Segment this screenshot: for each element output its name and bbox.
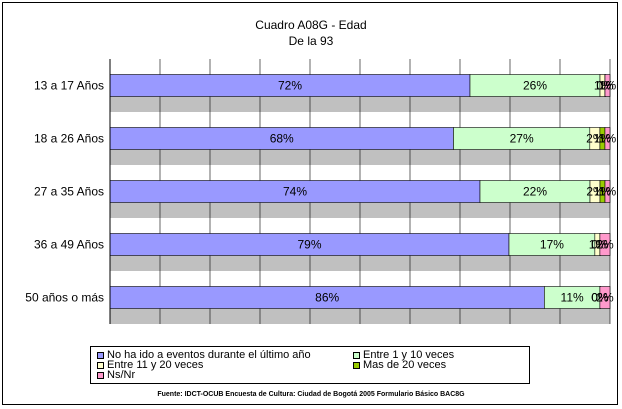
- legend-label: Entre 11 y 20 veces: [107, 359, 204, 371]
- bar-value-label: 1%: [589, 238, 607, 252]
- bar-value-label: 17%: [540, 238, 564, 252]
- legend-label: No ha ido a eventos durante el último añ…: [107, 349, 311, 361]
- source-note: Fuente: IDCT-OCUB Encuesta de Cultura: C…: [157, 391, 465, 398]
- category-label: 18 a 26 Años: [34, 132, 104, 146]
- bar-value-label: 0%: [591, 291, 609, 305]
- bar-value-label: 22%: [523, 185, 547, 199]
- bars: [109, 74, 611, 309]
- legend-label: Ns/Nr: [107, 369, 136, 381]
- bar-value-label: 0%: [591, 291, 609, 305]
- bar-segment: [599, 286, 611, 309]
- legend-item: Ns/Nr: [97, 369, 136, 381]
- legend-swatch: [97, 361, 104, 369]
- bar-value-label: 1%: [599, 185, 617, 199]
- bar-value-label: 74%: [283, 185, 307, 199]
- bar-value-label: 26%: [523, 79, 547, 93]
- bar-chart: 72% 26% 1%0%1%68% 27% 2%1%1%74% 22% 2%1%1%79% 1…: [25, 59, 617, 324]
- legend-item: Entre 11 y 20 veces: [97, 359, 204, 371]
- chart-subtitle: De la 93: [288, 34, 334, 48]
- bar-segment: [604, 127, 611, 150]
- bar-value-label: 1%: [599, 132, 617, 146]
- bar-segment: [604, 74, 611, 97]
- bar-value-label: 2%: [596, 291, 614, 305]
- bar-value-label: 86%: [315, 291, 339, 305]
- bar-value-label: 1%: [594, 132, 612, 146]
- legend-label: Entre 1 y 10 veces: [363, 349, 455, 361]
- legend-item: No ha ido a eventos durante el último añ…: [97, 349, 311, 361]
- legend-swatch: [97, 371, 104, 379]
- bar-value-label: 72%: [278, 79, 302, 93]
- bar-value-label: 11%: [561, 291, 584, 305]
- category-label: 13 a 17 Años: [34, 79, 104, 93]
- bar-value-label: 1%: [599, 79, 617, 93]
- legend-item: Mas de 20 veces: [353, 359, 447, 371]
- chart-title: Cuadro A08G - Edad: [255, 18, 367, 32]
- bar-segment: [599, 233, 611, 256]
- legend: No ha ido a eventos durante el último añ…: [90, 346, 530, 384]
- bar-value-label: 0%: [591, 238, 609, 252]
- bar-value-label: 2%: [586, 185, 604, 199]
- bar-value-label: 79%: [297, 238, 321, 252]
- legend-item: Entre 1 y 10 veces: [353, 349, 455, 361]
- bar-value-label: 2%: [596, 238, 614, 252]
- bar-value-label: 0%: [596, 79, 614, 93]
- bar-value-label: 2%: [586, 132, 604, 146]
- category-labels: 13 a 17 Años 18 a 26 Años 27 a 35 Años 36 a…: [25, 79, 104, 305]
- data-labels: 72% 26% 1%0%1%68% 27% 2%1%1%74% 22% 2%1%1%79% 1…: [270, 79, 617, 305]
- bar-value-label: 68%: [270, 132, 294, 146]
- category-label: 36 a 49 Años: [34, 238, 104, 252]
- bar-value-label: 27%: [510, 132, 534, 146]
- legend-swatch: [353, 361, 360, 369]
- category-label: 50 años o más: [25, 291, 104, 305]
- legend-swatch: [97, 351, 104, 359]
- legend-label: Mas de 20 veces: [363, 359, 447, 371]
- bar-segment: [604, 180, 611, 203]
- bar-value-label: 1%: [594, 79, 612, 93]
- legend-swatch: [353, 351, 360, 359]
- bar-value-label: 1%: [594, 185, 612, 199]
- category-label: 27 a 35 Años: [34, 185, 104, 199]
